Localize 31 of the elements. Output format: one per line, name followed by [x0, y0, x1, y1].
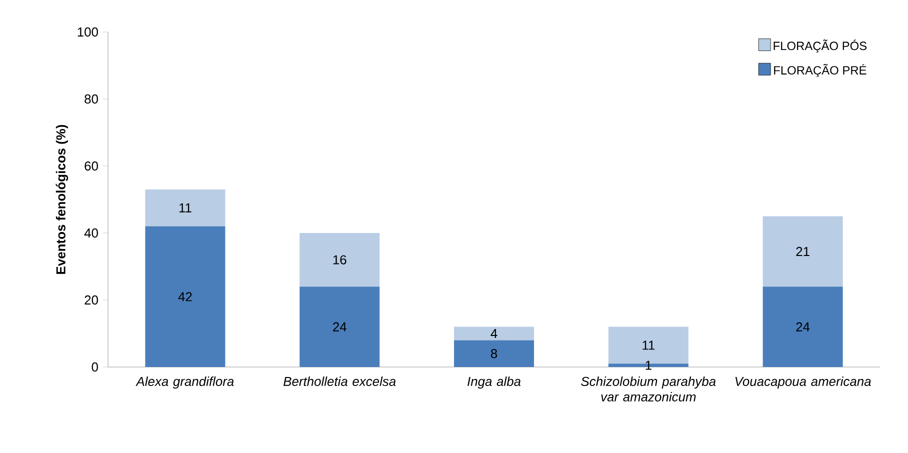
- legend-label: FLORAÇÃO PRÉ: [774, 64, 866, 77]
- data-label: 8: [490, 349, 498, 358]
- x-tick-label: Vouacapoua americana: [735, 376, 871, 389]
- bar: [762, 216, 843, 287]
- data-label: 21: [796, 246, 810, 256]
- x-tick-label: Alexa grandiflora: [136, 376, 234, 389]
- data-label: 42: [178, 292, 192, 302]
- bar: [300, 233, 380, 287]
- data-label: 4: [490, 329, 498, 338]
- bar: [454, 326, 534, 340]
- bar: [300, 286, 380, 367]
- data-label: 24: [796, 322, 810, 332]
- data-label: 11: [179, 203, 192, 212]
- legend-label: FLORAÇÃO PÓS: [774, 40, 867, 53]
- bar: [145, 189, 226, 226]
- bar: [145, 226, 226, 367]
- data-label: 11: [642, 340, 655, 350]
- bar: [762, 286, 843, 367]
- y-tick-label: 60: [84, 161, 98, 171]
- y-axis-title: Eventos fenológicos (%): [56, 124, 68, 274]
- y-tick-label: 80: [84, 94, 98, 104]
- data-label: 16: [333, 255, 346, 264]
- x-tick-label: Bertholletia excelsa: [283, 376, 396, 386]
- bar: [454, 340, 534, 367]
- x-tick-label: Inga alba: [468, 376, 521, 389]
- x-tick-label: Schizolobium parahyba var amazonicum: [581, 376, 716, 402]
- data-label: 24: [333, 322, 346, 332]
- y-tick-label: 20: [84, 295, 98, 305]
- y-tick-label: 100: [78, 27, 98, 37]
- y-tick-label: 40: [84, 228, 98, 238]
- y-tick-label: 0: [92, 362, 98, 372]
